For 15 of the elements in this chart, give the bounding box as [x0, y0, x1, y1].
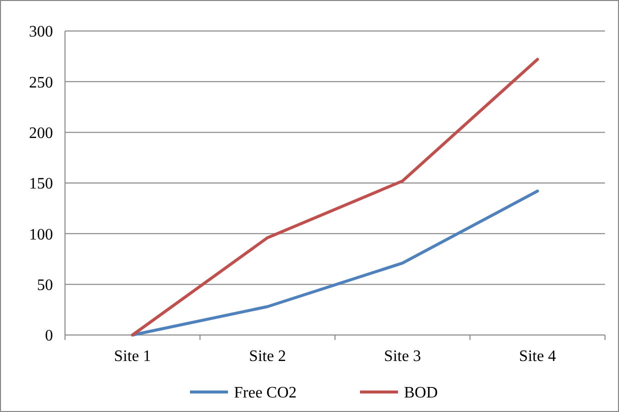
y-tick-label: 300: [29, 24, 53, 41]
x-tick-label: Site 1: [114, 348, 151, 365]
line-series: [131, 190, 539, 336]
legend-label: Free CO2: [234, 384, 297, 402]
y-tick-label: 150: [29, 176, 53, 193]
x-tick-label: Site 2: [249, 348, 286, 365]
y-tick-label: 0: [45, 328, 53, 345]
legend-label: BOD: [404, 384, 438, 402]
y-tick-label: 50: [37, 276, 53, 294]
x-tick-label: Site 3: [384, 348, 421, 365]
line-series: [131, 58, 539, 336]
y-tick-label: 100: [29, 226, 53, 244]
x-tick-label: Site 4: [519, 348, 556, 365]
y-tick-label: 200: [29, 124, 53, 142]
y-tick-label: 250: [29, 74, 53, 92]
